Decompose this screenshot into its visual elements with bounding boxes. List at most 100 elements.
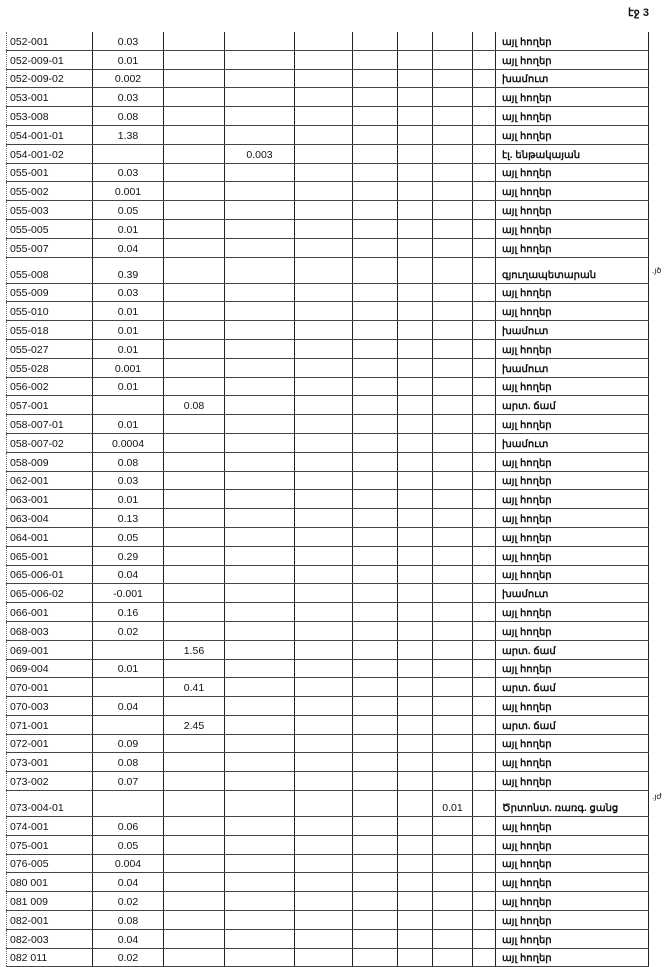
- area-col-1-cell: 0.04: [92, 929, 164, 949]
- area-col-7-cell: [432, 583, 473, 604]
- table-row: 082-001 0.08 այլ հողեր: [6, 910, 649, 930]
- col-8-cell: [472, 565, 496, 585]
- table-row: 073-004-01 0.01 Ծրտոնտ. ռառգ. ցանց: [6, 790, 649, 818]
- col-6-cell: [397, 257, 433, 284]
- area-col-7-cell: [432, 471, 473, 491]
- parcel-id-cell: 062-001: [6, 471, 93, 491]
- col-6-cell: [397, 283, 433, 303]
- col-4-cell: [294, 929, 353, 949]
- col-6-cell: [397, 395, 433, 416]
- parcel-id-cell: 052-001: [6, 32, 93, 51]
- area-col-7-cell: [432, 677, 473, 698]
- col-8-cell: [472, 320, 496, 340]
- col-4-cell: [294, 790, 353, 818]
- land-type-cell: այլ հողեր: [495, 283, 649, 303]
- area-col-1-cell: 0.002: [92, 69, 164, 89]
- area-col-3-cell: [224, 752, 295, 773]
- area-col-2-cell: [163, 835, 225, 855]
- area-col-2-cell: [163, 32, 225, 51]
- col-6-cell: [397, 452, 433, 472]
- col-6-cell: [397, 301, 433, 322]
- land-parcel-table: 052-001 0.03 այլ հողեր 052-009-01 0.01 այլ հո…: [6, 32, 649, 967]
- table-row: 055-009 0.03 այլ հողեր: [6, 283, 649, 303]
- col-6-cell: [397, 816, 433, 836]
- col-6-cell: [397, 677, 433, 698]
- area-col-3-cell: [224, 358, 295, 378]
- col-5-cell: [352, 790, 398, 818]
- area-col-1-cell: 0.02: [92, 891, 164, 912]
- col-8-cell: [472, 106, 496, 126]
- parcel-id-cell: 073-001: [6, 752, 93, 773]
- area-col-7-cell: [432, 283, 473, 303]
- table-row: 069-004 0.01 այլ հողեր: [6, 659, 649, 679]
- col-8-cell: [472, 527, 496, 547]
- area-col-1-cell: 0.39: [92, 257, 164, 284]
- land-type-cell: այլ հողեր: [495, 163, 649, 183]
- area-col-7-cell: [432, 320, 473, 340]
- table-row: 055-001 0.03 այլ հողեր: [6, 163, 649, 183]
- area-col-7-cell: [432, 508, 473, 528]
- col-5-cell: [352, 640, 398, 660]
- area-col-3-cell: [224, 320, 295, 340]
- parcel-id-cell: 064-001: [6, 527, 93, 547]
- parcel-id-cell: 052-009-02: [6, 69, 93, 89]
- land-type-cell: արտ. ճամ: [495, 640, 649, 660]
- parcel-id-cell: 055-010: [6, 301, 93, 322]
- area-col-2-cell: [163, 414, 225, 434]
- col-4-cell: [294, 144, 353, 164]
- area-col-1-cell: 0.08: [92, 752, 164, 773]
- land-type-cell: այլ հողեր: [495, 377, 649, 397]
- area-col-3-cell: [224, 715, 295, 735]
- parcel-id-cell: 055-005: [6, 219, 93, 239]
- col-8-cell: [472, 181, 496, 202]
- col-6-cell: [397, 583, 433, 604]
- parcel-id-cell: 082 011: [6, 948, 93, 967]
- table-row: 066-001 0.16 այլ հողեր: [6, 602, 649, 622]
- area-col-3-cell: [224, 106, 295, 126]
- land-type-cell: այլ հողեր: [495, 106, 649, 126]
- area-col-3-cell: [224, 677, 295, 698]
- table-row: 071-001 2.45 արտ. ճամ: [6, 715, 649, 735]
- area-col-3-cell: [224, 872, 295, 893]
- area-col-2-cell: [163, 339, 225, 359]
- area-col-1-cell: 0.0004: [92, 433, 164, 453]
- area-col-2-cell: [163, 219, 225, 239]
- table-row: 070-001 0.41 արտ. ճամ: [6, 677, 649, 698]
- parcel-id-cell: 065-006-02: [6, 583, 93, 604]
- area-col-3-cell: [224, 602, 295, 622]
- land-type-cell: այլ հողեր: [495, 565, 649, 585]
- land-type-cell: այլ հողեր: [495, 948, 649, 967]
- area-col-7-cell: [432, 200, 473, 220]
- parcel-id-cell: 052-009-01: [6, 50, 93, 70]
- col-5-cell: [352, 163, 398, 183]
- parcel-id-cell: 055-008: [6, 257, 93, 284]
- area-col-2-cell: [163, 69, 225, 89]
- area-col-1-cell: 0.08: [92, 452, 164, 472]
- col-8-cell: [472, 433, 496, 453]
- col-8-cell: [472, 200, 496, 220]
- area-col-2-cell: [163, 546, 225, 566]
- area-col-3-cell: [224, 527, 295, 547]
- col-8-cell: [472, 696, 496, 716]
- area-col-3-cell: [224, 50, 295, 70]
- area-col-7-cell: [432, 854, 473, 874]
- table-row: 082-003 0.04 այլ հողեր: [6, 929, 649, 949]
- land-type-cell: այլ հողեր: [495, 929, 649, 949]
- col-4-cell: [294, 238, 353, 258]
- area-col-3-cell: [224, 790, 295, 818]
- col-8-cell: [472, 471, 496, 491]
- parcel-id-cell: 053-008: [6, 106, 93, 126]
- area-col-7-cell: [432, 659, 473, 679]
- col-8-cell: [472, 257, 496, 284]
- parcel-id-cell: 080 001: [6, 872, 93, 893]
- area-col-3-cell: [224, 69, 295, 89]
- area-col-2-cell: [163, 200, 225, 220]
- area-col-3-cell: [224, 32, 295, 51]
- col-6-cell: [397, 489, 433, 510]
- col-5-cell: [352, 69, 398, 89]
- land-type-cell: այլ հողեր: [495, 87, 649, 108]
- col-8-cell: [472, 854, 496, 874]
- col-5-cell: [352, 602, 398, 622]
- area-col-3-cell: [224, 565, 295, 585]
- col-5-cell: [352, 433, 398, 453]
